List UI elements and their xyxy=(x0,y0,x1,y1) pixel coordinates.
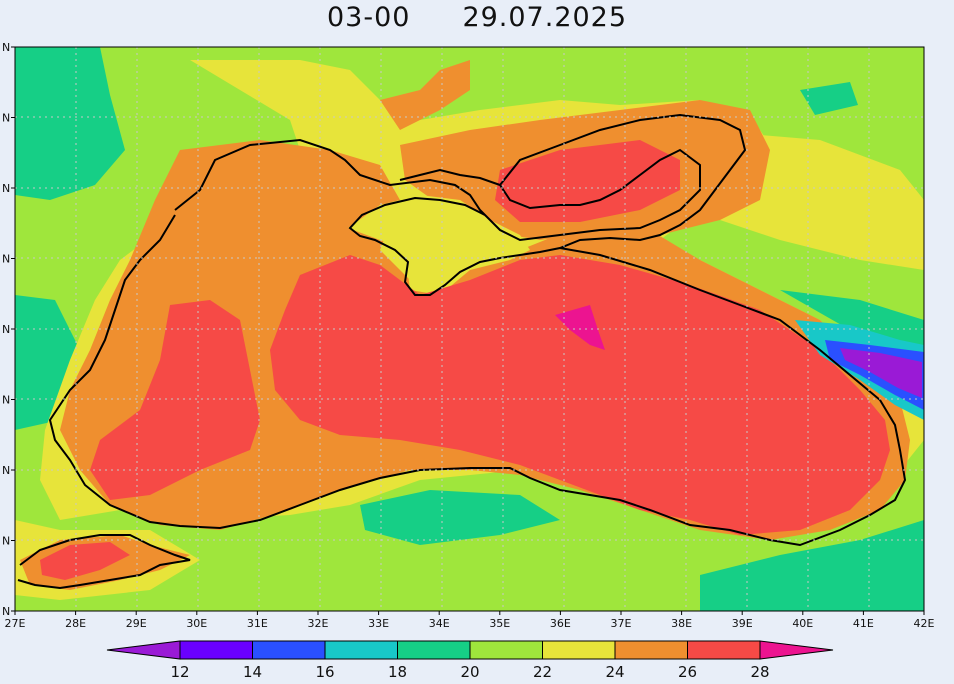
lon-tick-label: 40E xyxy=(792,617,813,630)
lon-tick-label: 34E xyxy=(429,617,450,630)
colorbar-label: 22 xyxy=(533,663,552,681)
lon-tick-label: 30E xyxy=(186,617,207,630)
colorbar-label: 12 xyxy=(170,663,189,681)
coastline-marmara xyxy=(17,534,191,590)
latitude-ticks: N N N N N N N N N xyxy=(2,41,15,618)
sst-zone-magenta xyxy=(555,305,605,350)
colorbar-label: 20 xyxy=(460,663,479,681)
lat-tick-label: N xyxy=(2,182,10,195)
graticule xyxy=(15,47,924,611)
colorbar-label: 14 xyxy=(243,663,262,681)
lat-tick-label: N xyxy=(2,394,10,407)
lat-tick-label: N xyxy=(2,464,10,477)
lon-tick-label: 36E xyxy=(550,617,571,630)
sst-zone-red-west xyxy=(90,300,260,500)
colorbar-swatch xyxy=(252,640,326,660)
coastline-black-sea xyxy=(48,113,907,547)
colorbar-swatch xyxy=(687,640,761,660)
colorbar-min-arrow xyxy=(106,640,181,660)
lon-tick-label: 27E xyxy=(5,617,26,630)
colorbar-label: 26 xyxy=(678,663,697,681)
lat-tick-label: N xyxy=(2,41,10,54)
colorbar-label: 28 xyxy=(750,663,769,681)
colorbar: 12 14 16 18 20 22 24 26 28 xyxy=(106,640,834,681)
lat-tick-label: N xyxy=(2,323,10,336)
sst-zone-west-cold xyxy=(15,47,125,200)
title-date: 29.07.2025 xyxy=(462,2,628,33)
lat-tick-label: N xyxy=(2,112,10,125)
lon-tick-label: 29E xyxy=(126,617,147,630)
colorbar-swatch xyxy=(397,640,471,660)
sst-zone-south-cold xyxy=(360,490,560,545)
colorbar-label: 18 xyxy=(388,663,407,681)
colorbar-swatch xyxy=(542,640,616,660)
lon-tick-label: 35E xyxy=(489,617,510,630)
lon-tick-label: 42E xyxy=(914,617,935,630)
colorbar-label: 24 xyxy=(605,663,624,681)
sst-field xyxy=(15,47,924,611)
lat-tick-label: N xyxy=(2,535,10,548)
lon-tick-label: 38E xyxy=(671,617,692,630)
lon-tick-label: 37E xyxy=(611,617,632,630)
sst-zone-ne-cold xyxy=(800,82,858,115)
lon-tick-label: 33E xyxy=(368,617,389,630)
sst-zone-crimea xyxy=(348,195,530,295)
lat-tick-label: N xyxy=(2,253,10,266)
sst-zone-red-azov xyxy=(495,140,680,222)
colorbar-swatch xyxy=(179,640,253,660)
longitude-ticks: 27E 28E 29E 30E 31E 32E 33E 34E 35E 36E 37E 38E 39E 4… xyxy=(5,611,935,630)
lat-tick-label: N xyxy=(2,605,10,618)
sst-zone-red-central xyxy=(270,255,890,535)
lon-tick-label: 41E xyxy=(853,617,874,630)
colorbar-max-arrow xyxy=(759,640,834,660)
title-time: 03-00 xyxy=(326,2,411,33)
colorbar-label: 16 xyxy=(315,663,334,681)
sst-zone-red-marmara xyxy=(40,542,130,580)
sst-zone-se-cold xyxy=(700,520,924,611)
map-title: 03-00 29.07.2025 xyxy=(0,2,954,42)
sst-zone-violet-se xyxy=(840,348,922,398)
lon-tick-label: 28E xyxy=(65,617,86,630)
lon-tick-label: 32E xyxy=(308,617,329,630)
colorbar-swatch xyxy=(324,640,398,660)
colorbar-swatch xyxy=(469,640,543,660)
sst-zone-orange-nw-strip xyxy=(380,60,470,130)
lon-tick-label: 39E xyxy=(732,617,753,630)
colorbar-swatch xyxy=(614,640,688,660)
lon-tick-label: 31E xyxy=(247,617,268,630)
